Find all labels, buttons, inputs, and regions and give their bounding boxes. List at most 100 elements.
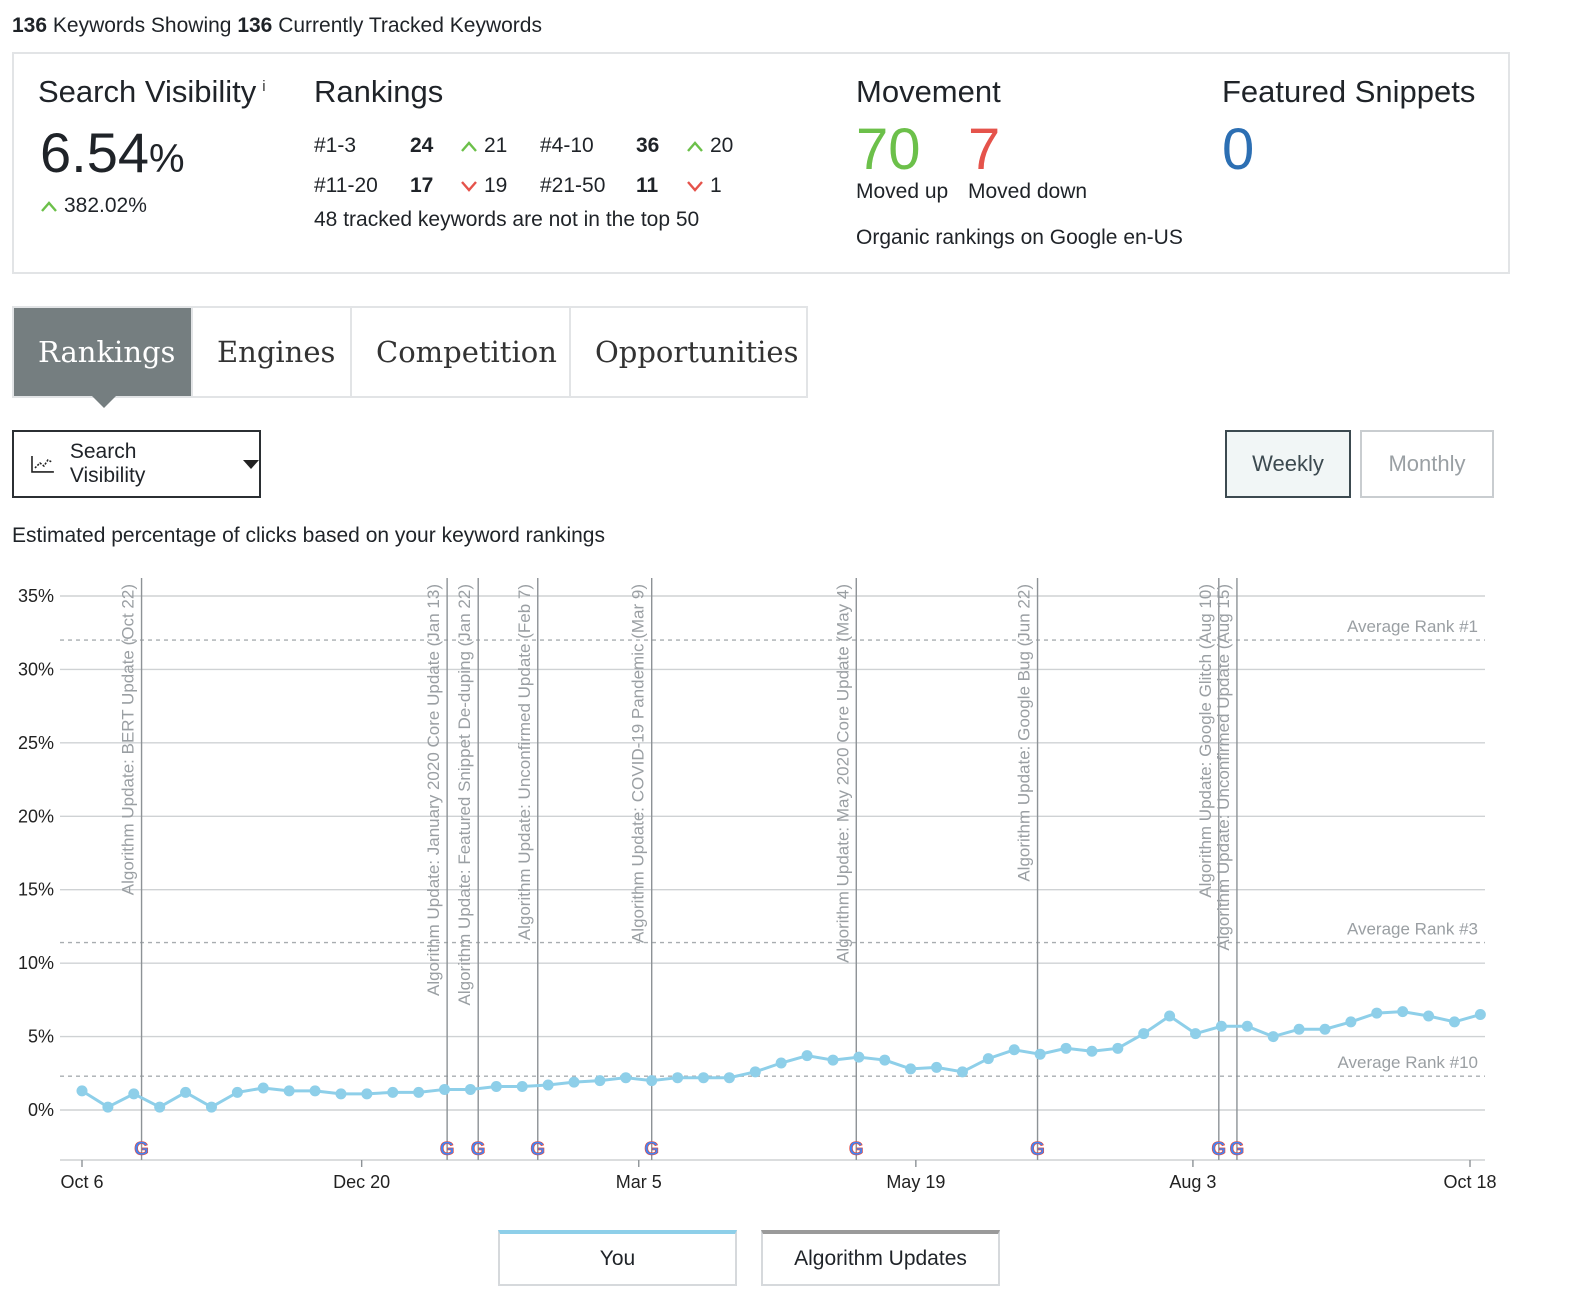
data-point — [516, 1081, 528, 1093]
line-chart-icon — [31, 456, 54, 473]
data-point — [309, 1085, 321, 1097]
chart-subtitle: Estimated percentage of clicks based on … — [12, 524, 605, 547]
monthly-button[interactable]: Monthly — [1360, 430, 1494, 498]
moved-up-count: 70 — [856, 117, 921, 182]
y-tick-label: 35% — [18, 586, 54, 606]
algorithm-update-label: Algorithm Update: Unconfirmed Update (Au… — [1214, 584, 1233, 951]
data-point — [490, 1081, 502, 1093]
rank-bucket-change-value: 19 — [484, 174, 508, 197]
search-visibility-number: 6.54 — [40, 121, 149, 184]
rank-bucket-change: 21 — [460, 134, 540, 158]
info-icon[interactable]: i — [262, 77, 266, 95]
search-visibility-change-value: 382.02% — [64, 194, 147, 217]
rankings-row: #1-3 24 21 #4-10 36 20 — [314, 126, 766, 166]
algorithm-update-label: Algorithm Update: Google Bug (Jun 22) — [1015, 584, 1034, 882]
x-tick-label: May 19 — [886, 1172, 945, 1192]
data-point — [1423, 1010, 1435, 1022]
rank-bucket-count: 36 — [636, 134, 660, 157]
y-tick-label: 25% — [18, 733, 54, 753]
data-point — [1190, 1028, 1202, 1040]
google-icon[interactable]: G — [530, 1139, 545, 1161]
arrow-up-icon — [687, 141, 703, 152]
y-tick-label: 0% — [28, 1100, 54, 1120]
data-point — [594, 1075, 606, 1087]
data-point — [283, 1085, 295, 1097]
data-point — [76, 1085, 88, 1097]
y-tick-label: 20% — [18, 806, 54, 826]
legend-algorithm-updates-button[interactable]: Algorithm Updates — [761, 1230, 1000, 1286]
tab-opportunities[interactable]: Opportunities — [571, 308, 806, 396]
data-point — [464, 1083, 476, 1095]
rankings-grid: #1-3 24 21 #4-10 36 20 #11-20 17 19 #21-50 11 1 — [314, 126, 766, 206]
view-tabs: Rankings Engines Competition Opportuniti… — [12, 306, 808, 408]
arrow-up-icon — [461, 141, 477, 152]
data-point — [827, 1054, 839, 1066]
rank-bucket-change-value: 1 — [710, 174, 722, 197]
google-icon[interactable]: G — [1211, 1139, 1226, 1161]
algorithm-update-label: Algorithm Update: COVID-19 Pandemic (Mar… — [629, 584, 648, 943]
data-point — [1448, 1016, 1460, 1028]
data-point — [1371, 1007, 1383, 1019]
x-tick-label: Dec 20 — [333, 1172, 390, 1192]
reference-line-label: Average Rank #1 — [1347, 617, 1478, 636]
algorithm-update-label: Algorithm Update: January 2020 Core Upda… — [424, 584, 443, 996]
data-point — [956, 1066, 968, 1078]
arrow-down-icon — [687, 181, 703, 192]
rank-bucket-change-value: 21 — [484, 134, 508, 157]
search-visibility-change: 382.02% — [40, 194, 147, 218]
data-point — [1345, 1016, 1357, 1028]
google-icon[interactable]: G — [1229, 1139, 1245, 1161]
y-tick-label: 10% — [18, 953, 54, 973]
metric-dropdown-label: Search Visibility — [69, 440, 146, 487]
google-icon[interactable]: G — [1030, 1139, 1045, 1161]
tab-rankings[interactable]: Rankings — [14, 308, 193, 408]
data-point — [1034, 1048, 1046, 1060]
keyword-count-tracked: 136 — [237, 14, 273, 37]
keyword-count-showing: 136 — [12, 14, 48, 37]
google-icon[interactable]: G — [134, 1139, 149, 1161]
weekly-button[interactable]: Weekly — [1225, 430, 1351, 498]
rankings-title: Rankings — [314, 74, 444, 109]
algorithm-update-label: Algorithm Update: Featured Snippet De-du… — [455, 584, 474, 1005]
y-tick-label: 15% — [18, 880, 54, 900]
algorithm-update-label: Algorithm Update: BERT Update (Oct 22) — [119, 584, 138, 895]
rankings-row: #11-20 17 19 #21-50 11 1 — [314, 166, 766, 206]
data-point — [672, 1072, 684, 1084]
rank-bucket-change: 19 — [460, 174, 540, 198]
x-tick-label: Mar 5 — [616, 1172, 662, 1192]
tab-engines[interactable]: Engines — [193, 308, 352, 396]
arrow-up-icon — [41, 201, 57, 212]
y-tick-label: 5% — [28, 1027, 54, 1047]
data-point — [1112, 1042, 1124, 1054]
google-icon[interactable]: G — [471, 1139, 486, 1161]
search-visibility-unit: % — [149, 137, 185, 181]
rank-bucket-label: #4-10 — [540, 134, 594, 157]
rank-bucket-change-value: 20 — [710, 134, 734, 157]
metric-dropdown[interactable]: Search Visibility — [12, 430, 261, 498]
keyword-summary: 136 Keywords Showing 136 Currently Track… — [12, 14, 542, 38]
tab-competition[interactable]: Competition — [352, 308, 571, 396]
search-visibility-chart: 0% 5% 10% 15% 20% 25% 30% 35% Average Rank #1 Ave… — [18, 578, 1497, 1192]
data-point — [749, 1066, 761, 1078]
data-point — [387, 1086, 399, 1098]
data-point — [1008, 1044, 1020, 1056]
data-point — [1474, 1009, 1486, 1021]
rankings-note: 48 tracked keywords are not in the top 5… — [314, 208, 700, 231]
algorithm-update-label: Algorithm Update: May 2020 Core Update (… — [833, 584, 852, 963]
data-point — [1060, 1042, 1072, 1054]
featured-snippets-title: Featured Snippets — [1222, 74, 1476, 109]
rank-bucket-label: #11-20 — [314, 174, 378, 197]
rank-bucket-change: 20 — [686, 134, 766, 158]
x-tick-label: Aug 3 — [1169, 1172, 1216, 1192]
google-icon[interactable]: G — [644, 1139, 659, 1161]
google-icon[interactable]: G — [439, 1139, 455, 1161]
data-point — [205, 1101, 217, 1113]
google-icon[interactable]: G — [849, 1139, 864, 1161]
keyword-summary-text-b: Currently Tracked Keywords — [272, 14, 542, 37]
data-point — [775, 1057, 787, 1069]
stats-card: Search Visibility i 6.54% 382.02% Ranking… — [12, 52, 1510, 274]
data-point — [439, 1083, 451, 1095]
data-point — [801, 1050, 813, 1062]
legend-you-button[interactable]: You — [498, 1230, 737, 1286]
data-point — [231, 1086, 243, 1098]
